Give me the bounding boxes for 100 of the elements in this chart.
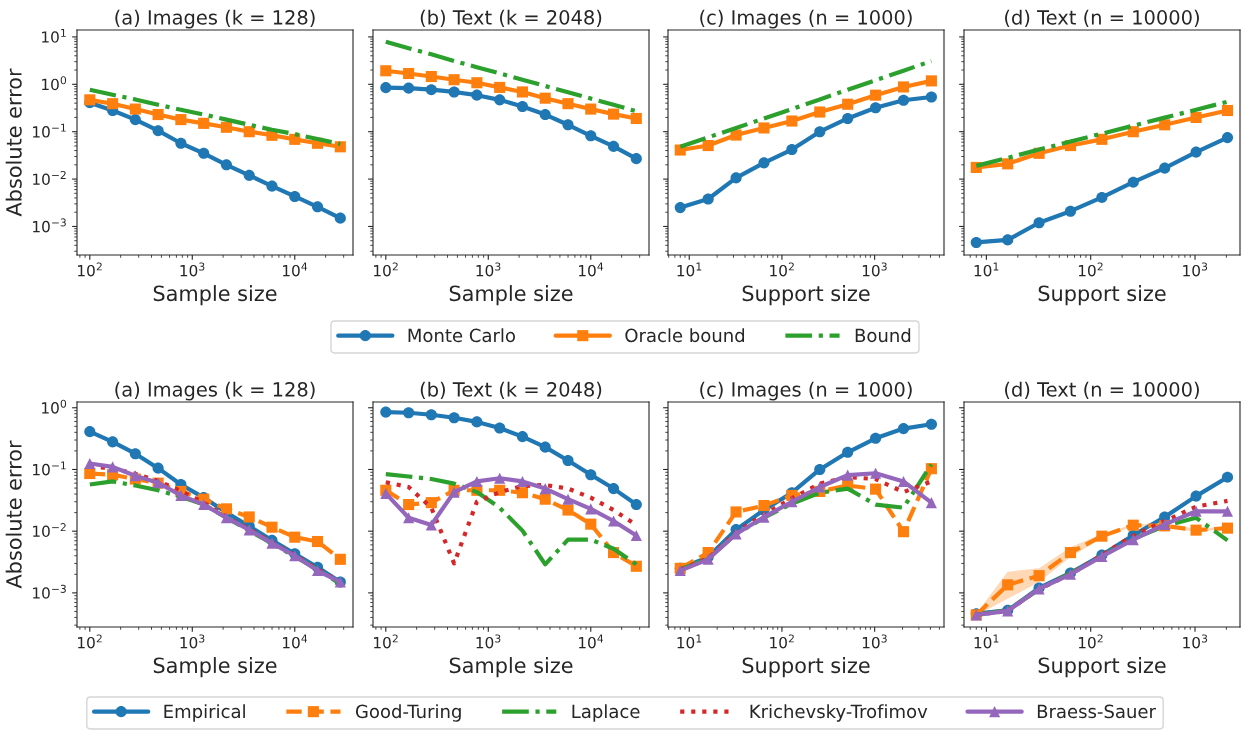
y-tick-label: 10$^{−2}$ xyxy=(33,523,66,538)
point xyxy=(1190,111,1202,123)
y-tick-label: 10$^{−1}$ xyxy=(33,461,66,476)
point xyxy=(403,67,415,80)
x-tick-label: 10$^{3}$ xyxy=(862,634,887,649)
point xyxy=(448,74,460,86)
point xyxy=(897,526,910,538)
point xyxy=(311,201,324,213)
point xyxy=(403,512,415,524)
point xyxy=(107,436,119,448)
point xyxy=(539,92,551,104)
x-tick-label: 10$^{3}$ xyxy=(180,262,205,277)
y-tick-label: 10$^{−3}$ xyxy=(33,218,66,233)
point xyxy=(1190,146,1202,158)
x-tick-label: 10$^{3}$ xyxy=(476,634,501,649)
x-tick-label: 10$^{4}$ xyxy=(283,634,308,649)
point xyxy=(842,112,854,125)
point xyxy=(814,106,826,118)
point xyxy=(1221,505,1234,517)
point xyxy=(425,84,437,96)
point xyxy=(425,519,437,531)
point xyxy=(403,499,415,511)
point xyxy=(1002,579,1014,591)
x-tick-label: 10$^{2}$ xyxy=(374,634,398,649)
y-tick-label: 10$^{0}$ xyxy=(42,76,67,91)
point xyxy=(702,140,714,152)
point xyxy=(1096,530,1108,542)
point xyxy=(562,504,574,516)
point xyxy=(585,469,597,481)
point xyxy=(630,499,642,511)
x-tick-label: 10$^{2}$ xyxy=(1078,262,1103,277)
point xyxy=(758,511,770,523)
x-tick-label: 10$^{3}$ xyxy=(180,634,205,649)
point xyxy=(630,153,642,165)
point xyxy=(585,518,597,530)
point xyxy=(758,500,770,512)
point xyxy=(107,98,119,110)
y-tick-label: 10$^{0}$ xyxy=(42,399,67,414)
point xyxy=(1190,524,1202,536)
chart-title: (d) Text (n = 10000) xyxy=(1005,381,1199,400)
point xyxy=(289,190,301,203)
point xyxy=(220,159,232,171)
point xyxy=(870,432,882,444)
point xyxy=(1159,162,1171,174)
point xyxy=(539,493,551,505)
point xyxy=(152,462,164,474)
x-tick-label: 10$^{2}$ xyxy=(78,262,102,277)
point xyxy=(516,475,528,487)
point xyxy=(266,180,278,192)
point xyxy=(1221,522,1234,534)
point xyxy=(425,497,437,509)
legend-label: Oracle bound xyxy=(625,328,745,343)
legend-label: Good-Turing xyxy=(355,704,461,722)
point xyxy=(494,81,506,93)
point xyxy=(1002,234,1014,246)
x-tick-label: 10$^{4}$ xyxy=(579,634,604,649)
point xyxy=(786,496,798,508)
chart-title: (c) Images (n = 1000) xyxy=(700,9,912,29)
point xyxy=(311,565,324,577)
point xyxy=(1190,490,1202,502)
point xyxy=(129,114,141,126)
point xyxy=(842,446,854,458)
point xyxy=(152,109,164,121)
point xyxy=(814,126,826,138)
point xyxy=(1002,158,1014,170)
point xyxy=(471,89,483,101)
x-tick-label: 10$^{4}$ xyxy=(579,262,604,277)
point xyxy=(1221,132,1234,144)
point xyxy=(471,77,483,89)
x-tick-label: 10$^{1}$ xyxy=(974,634,999,649)
legend-label: Bound xyxy=(855,328,911,343)
point xyxy=(403,82,415,94)
y-tick-label: 10$^{−3}$ xyxy=(33,584,66,599)
point xyxy=(814,463,826,476)
point xyxy=(1033,570,1045,582)
y-tick-label: 10$^{−1}$ xyxy=(33,123,66,138)
point xyxy=(494,472,506,484)
x-tick-label: 10$^{3}$ xyxy=(476,262,501,277)
x-axis-title: Sample size xyxy=(153,285,277,306)
point xyxy=(425,70,437,83)
point xyxy=(198,147,210,159)
point xyxy=(334,553,346,565)
point xyxy=(758,122,770,134)
chart-title: (b) Text (k = 2048) xyxy=(420,381,602,400)
point xyxy=(289,531,301,543)
point xyxy=(814,481,826,493)
point xyxy=(630,112,642,125)
point xyxy=(516,431,528,443)
chart-title: (b) Text (k = 2048) xyxy=(420,9,602,28)
point xyxy=(870,102,882,114)
point xyxy=(562,119,574,131)
chart-title: (c) Images (n = 1000) xyxy=(700,381,912,401)
point xyxy=(1221,104,1234,117)
chart-title: (d) Text (n = 10000) xyxy=(1005,9,1199,28)
point xyxy=(562,98,574,110)
point xyxy=(607,515,620,527)
x-tick-label: 10$^{2}$ xyxy=(770,262,794,277)
x-tick-label: 10$^{3}$ xyxy=(862,262,887,277)
point xyxy=(129,103,141,115)
point xyxy=(842,469,854,481)
